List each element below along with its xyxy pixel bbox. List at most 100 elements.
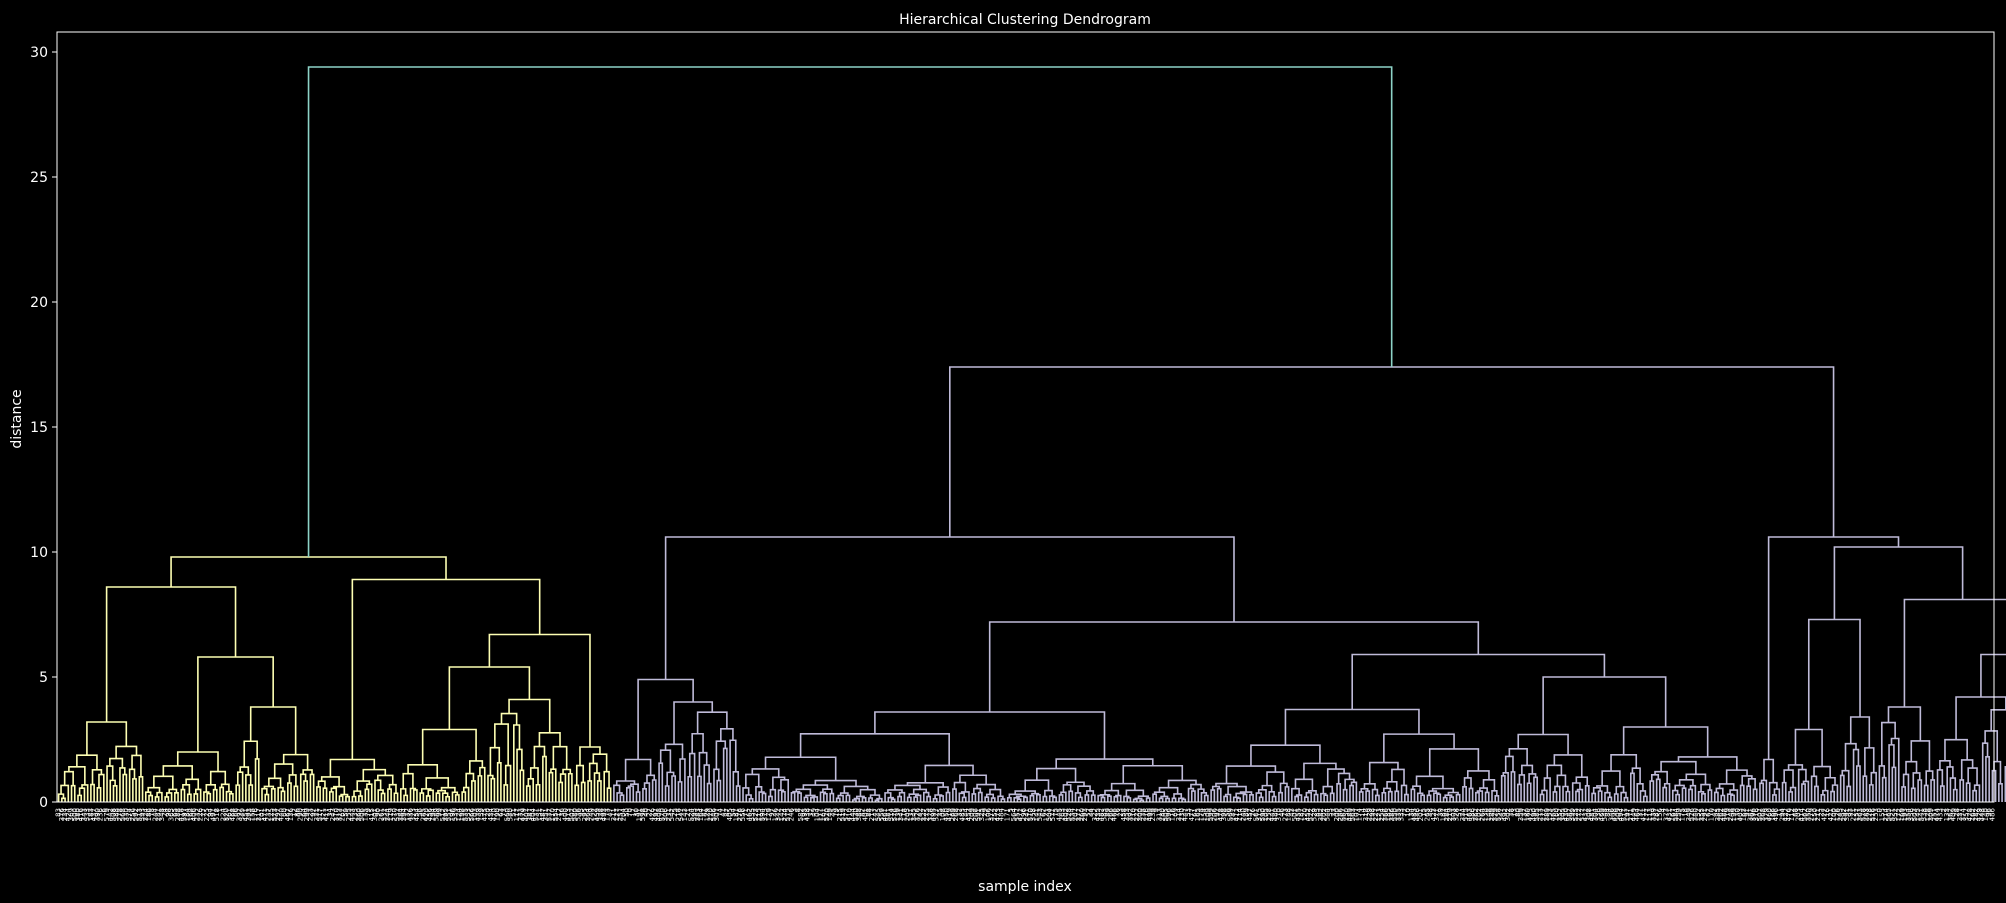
x-tick-label: 593 [139,808,147,821]
dendrogram-link [1468,787,1474,802]
dendrogram-link [264,793,270,802]
x-tick-label: 249 [587,808,595,821]
x-tick-label: 574 [126,807,134,821]
x-tick-label: 170 [1708,808,1716,821]
x-tick-label: 276 [736,807,744,821]
x-tick-label: 347 [1498,808,1506,821]
dendrogram-link [988,621,1480,712]
dendrogram-link [1824,776,1836,791]
dendrogram-link [792,790,801,794]
dendrogram-link [971,793,977,802]
x-tick-label: 516 [1869,807,1877,821]
x-tick-label: 169 [1898,808,1906,821]
x-tick-label: 411 [1640,808,1648,821]
dendrogram-link [1556,774,1567,787]
dendrogram-link [1856,765,1861,802]
x-tick-label: 509 [1614,808,1622,821]
dendrogram-link [1887,706,1922,741]
x-tick-label: 232 [193,808,201,821]
dendrogram-link [328,791,334,802]
x-tick-label: 319 [1724,808,1732,821]
x-tick-label: 315 [1256,808,1264,821]
x-tick-label: 101 [258,808,266,821]
x-tick-label: 372 [988,808,996,821]
x-tick-label: 474 [1934,807,1942,821]
x-tick-label: 387 [526,808,534,821]
x-tick-label: 326 [913,807,921,821]
x-tick-label: 396 [1749,807,1757,821]
x-tick-label: 380 [74,808,82,821]
x-tick-label: 444 [849,807,857,821]
x-tick-label: 54 [729,807,737,816]
x-tick-label: 592 [132,808,140,821]
x-tick-label: 168 [187,808,195,821]
x-tick-label: 113 [1646,808,1654,821]
dendrogram-link [206,792,212,802]
dendrogram-link [1042,795,1048,802]
x-tick-label: 56 [416,807,424,816]
x-tick-label: 212 [555,808,563,821]
dendrogram-link [913,796,919,802]
dendrogram-link [1165,797,1170,802]
x-tick-label: 24 [161,807,169,816]
dendrogram-link [713,768,720,802]
x-tick-label: 349 [1685,808,1693,821]
dendrogram-link [722,747,728,802]
x-tick-label: 277 [1540,808,1548,821]
x-tick-label: 154 [1201,807,1209,821]
x-tick-label: 49 [810,808,818,817]
dendrogram-link [989,788,1002,797]
x-tick-label: 200 [1333,808,1341,821]
x-tick-label: 163 [1740,808,1748,821]
x-tick-label: 519 [839,808,847,821]
x-tick-label: 340 [1691,808,1699,821]
x-tick-label: 461 [881,808,889,821]
x-tick-label: 588 [113,808,121,821]
y-tick-label: 15 [30,420,48,436]
x-tick-label: 157 [1853,808,1861,821]
x-tick-label: 358 [1030,808,1038,821]
dendrogram-link [1400,784,1408,802]
x-tick-label: 467 [284,808,292,821]
x-tick-label: 597 [181,808,189,821]
x-tick-label: 14 [1359,807,1367,816]
x-tick-label: 565 [1885,808,1893,821]
dendrogram-link [1000,798,1006,802]
x-tick-label: 241 [1023,808,1031,821]
x-tick-label: 218 [674,808,682,821]
x-tick-label: 478 [1217,808,1225,821]
dendrogram-link [1960,759,1974,780]
x-tick-label: 250 [1343,808,1351,821]
dendrogram-link [797,792,802,802]
dendrogram-link [548,771,554,802]
dendrogram-link [1944,738,1968,761]
x-tick-label: 421 [1827,808,1835,821]
x-tick-label: 335 [1394,808,1402,821]
x-tick-label: 343 [80,808,88,821]
x-tick-label: 424 [64,807,72,821]
x-tick-label: 18 [1682,808,1690,817]
dendrogram-link [504,764,512,802]
x-tick-label: 555 [749,808,757,821]
dendrogram-link [471,780,476,802]
x-tick-label: 356 [1908,807,1916,821]
dendrogram-link [1006,796,1012,802]
dendrogram-link [802,784,829,790]
x-tick-label: 566 [468,807,476,821]
x-tick-label: 536 [574,807,582,821]
x-tick-label: 230 [1178,808,1186,821]
x-tick-label: 402 [1062,808,1070,821]
x-tick-label: 571 [1049,808,1057,821]
x-tick-label: 41 [720,808,728,817]
dendrogram-link [914,794,922,802]
x-tick-label: 540 [507,808,515,821]
dendrogram-link [1224,793,1232,802]
x-tick-label: 59 [342,808,350,817]
dendrogram-link [277,786,284,802]
dendrogram-link [552,745,568,770]
x-tick-label: 325 [978,808,986,821]
x-tick-label: 100 [1830,808,1838,821]
dendrogram-link [587,780,593,802]
x-tick-label: 52 [1084,808,1092,817]
dendrogram-link [454,794,460,802]
